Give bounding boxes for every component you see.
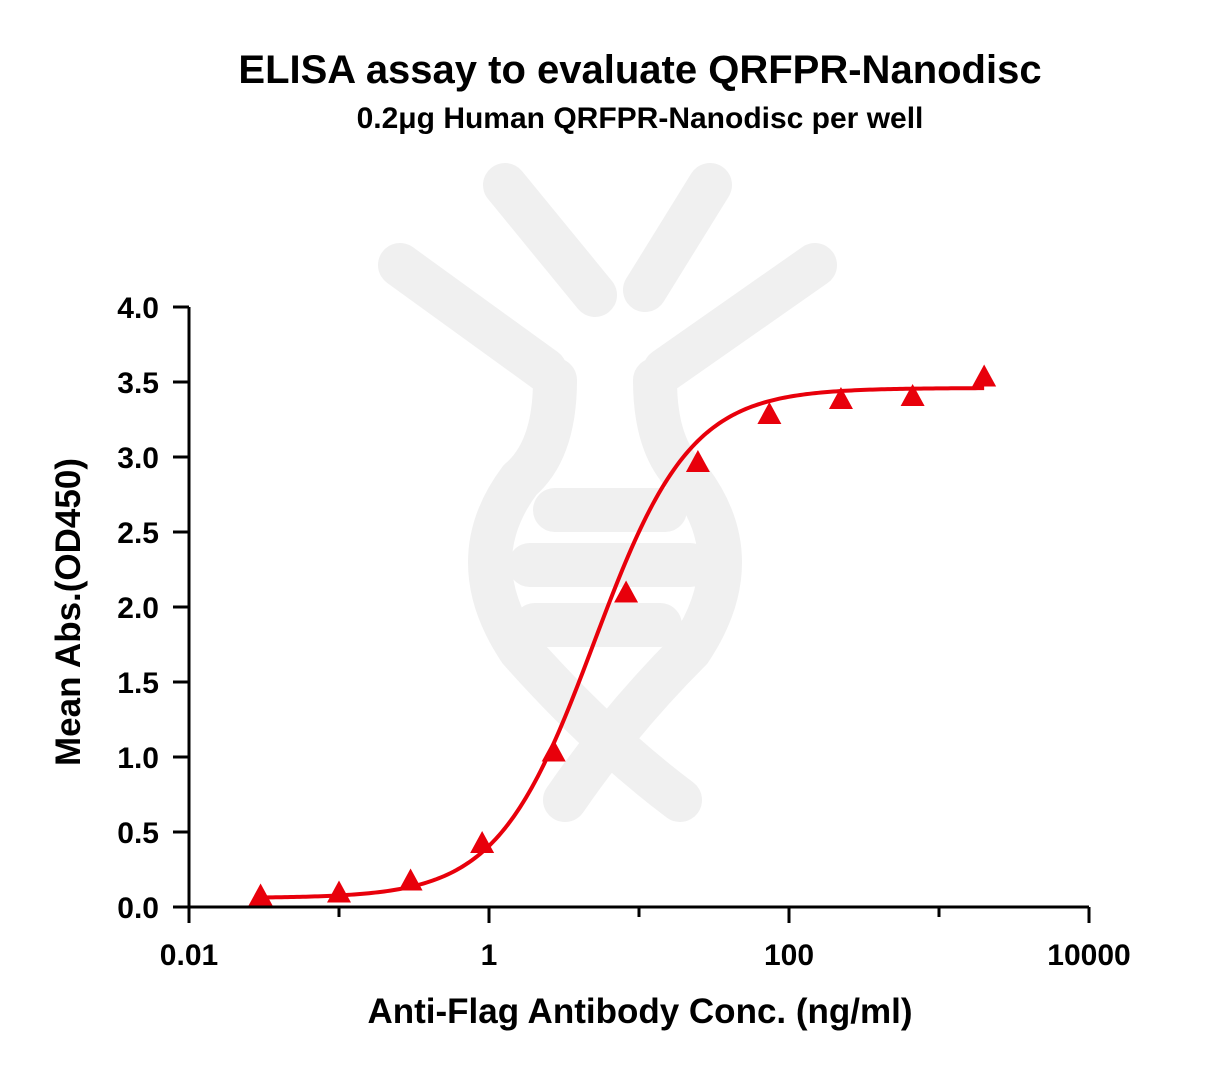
x-axis-ticks: 0.01 1 100 10000 (160, 907, 1131, 972)
data-point-triangle (757, 402, 782, 424)
y-axis-label: Mean Abs.(OD450) (49, 458, 88, 766)
y-tick-label: 3.0 (117, 442, 159, 475)
y-tick-label: 2.0 (117, 592, 159, 625)
y-axis-ticks: 0.0 0.5 1.0 1.5 2.0 2.5 3.0 3.5 4.0 (117, 292, 189, 925)
data-point-triangle (614, 580, 639, 603)
watermark-logo (378, 163, 837, 822)
data-point-triangle (541, 739, 566, 762)
y-tick-label: 0.0 (117, 892, 159, 925)
data-point-triangle (398, 868, 423, 891)
data-point-triangle (828, 387, 853, 409)
data-point-triangle (470, 831, 495, 853)
data-point-triangle (685, 450, 710, 472)
y-tick-label: 3.5 (117, 367, 159, 400)
y-tick-label: 1.0 (117, 742, 159, 775)
chart-subtitle: 0.2μg Human QRFPR-Nanodisc per well (357, 102, 924, 135)
data-point-triangle (248, 883, 273, 906)
y-tick-label: 2.5 (117, 517, 159, 550)
x-axis-label: Anti-Flag Antibody Conc. (ng/ml) (367, 992, 912, 1031)
y-tick-label: 4.0 (117, 292, 159, 325)
y-tick-label: 1.5 (117, 667, 159, 700)
data-point-triangle (900, 384, 925, 406)
x-tick-label: 100 (764, 939, 814, 972)
chart-title: ELISA assay to evaluate QRFPR-Nanodisc (238, 48, 1041, 92)
x-tick-label: 1 (481, 939, 498, 972)
data-points (248, 364, 997, 906)
fit-curve (260, 386, 985, 900)
y-tick-label: 0.5 (117, 817, 159, 850)
data-point-triangle (327, 880, 351, 903)
data-point-triangle (972, 364, 997, 387)
x-tick-label: 10000 (1047, 939, 1130, 972)
x-tick-label: 0.01 (160, 939, 218, 972)
